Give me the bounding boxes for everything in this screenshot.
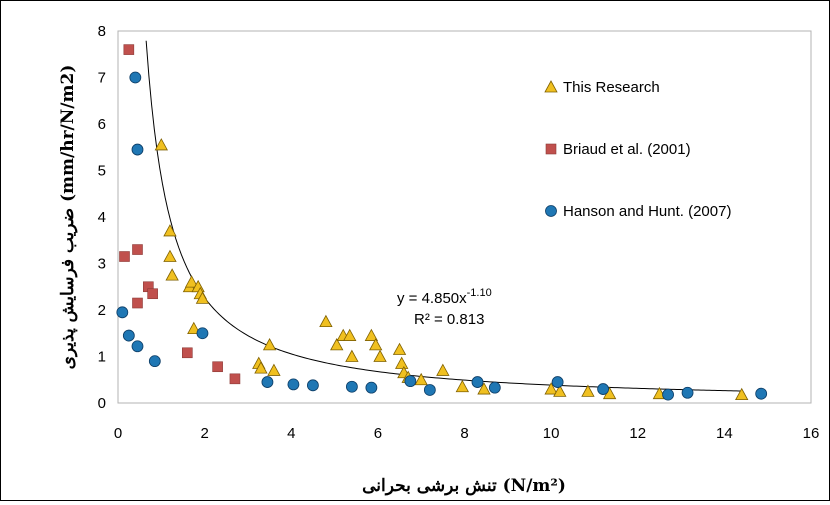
plot-area xyxy=(117,30,812,404)
data-point-triangle xyxy=(553,384,567,397)
data-point-circle xyxy=(122,329,135,342)
y-tick-label: 4 xyxy=(98,209,106,226)
y-tick-label: 0 xyxy=(98,395,106,412)
legend-label: Hanson and Hunt. (2007) xyxy=(563,203,731,220)
data-point-circle xyxy=(471,376,484,388)
legend-marker-square xyxy=(545,143,557,155)
data-point-triangle xyxy=(319,314,333,328)
data-point-circle xyxy=(365,381,378,394)
x-tick-label: 14 xyxy=(716,425,733,442)
data-point-triangle xyxy=(163,224,177,237)
legend-label: Briaud et al. (2001) xyxy=(563,141,691,158)
y-tick-label: 8 xyxy=(98,23,106,40)
data-point-circle xyxy=(116,306,129,319)
data-point-circle xyxy=(488,381,501,394)
data-point-triangle xyxy=(165,268,179,281)
data-point-triangle xyxy=(187,321,201,335)
data-point-circle xyxy=(129,71,142,84)
data-point-circle xyxy=(261,376,274,388)
x-tick-label: 2 xyxy=(200,425,208,442)
trendline-equation: y = 4.850x-1.10 xyxy=(397,287,492,307)
data-point-circle xyxy=(196,327,209,340)
data-point-square xyxy=(212,361,223,373)
data-point-circle xyxy=(131,340,144,353)
data-point-triangle xyxy=(477,382,491,395)
data-point-triangle xyxy=(154,138,168,151)
data-point-circle xyxy=(681,386,694,399)
data-points xyxy=(116,44,768,401)
x-tick-label: 12 xyxy=(629,425,646,442)
x-tick-label: 16 xyxy=(803,425,820,442)
trendline xyxy=(145,40,742,392)
data-point-triangle xyxy=(373,349,387,362)
equation-base: y = 4.850x xyxy=(397,290,467,307)
data-point-square xyxy=(182,347,193,359)
data-point-triangle xyxy=(369,338,383,351)
equation-exponent: -1.10 xyxy=(467,287,492,299)
data-point-circle xyxy=(345,380,358,393)
data-point-triangle xyxy=(414,372,428,386)
data-point-triangle xyxy=(330,338,344,351)
legend-label: This Research xyxy=(563,79,660,96)
data-point-triangle xyxy=(581,384,595,397)
data-point-triangle xyxy=(195,291,210,304)
y-tick-label: 7 xyxy=(98,70,106,87)
data-point-circle xyxy=(662,388,674,401)
data-point-circle xyxy=(597,383,609,395)
data-point-triangle xyxy=(345,349,359,362)
legend-marker-circle xyxy=(545,205,557,217)
data-point-triangle xyxy=(267,363,281,376)
x-tick-label: 4 xyxy=(287,425,295,442)
data-point-triangle xyxy=(395,356,409,369)
data-point-triangle xyxy=(343,328,357,341)
data-point-square xyxy=(147,288,158,300)
data-point-circle xyxy=(423,384,436,396)
x-tick-label: 0 xyxy=(114,425,122,442)
x-tick-label: 10 xyxy=(543,425,560,442)
y-axis-title: ضریب فرسایش پذیری (mm/hr/N/m2) xyxy=(58,65,78,370)
y-tick-label: 6 xyxy=(98,116,106,133)
legend-marker-triangle xyxy=(544,80,558,93)
y-tick-label: 2 xyxy=(98,302,106,319)
data-point-square xyxy=(132,244,143,255)
data-point-square xyxy=(123,44,135,55)
y-tick-label: 5 xyxy=(98,163,106,180)
x-axis-title: (N/m²) تنش برشی بحرانی xyxy=(362,476,566,496)
data-point-triangle xyxy=(436,363,450,376)
trendline-r2: R² = 0.813 xyxy=(414,311,484,328)
data-point-triangle xyxy=(392,342,407,355)
x-tick-label: 8 xyxy=(460,425,468,442)
data-point-triangle xyxy=(184,275,199,288)
y-tick-label: 1 xyxy=(98,349,106,366)
data-point-circle xyxy=(307,379,319,392)
data-point-triangle xyxy=(455,379,470,393)
y-tick-label: 3 xyxy=(98,256,106,273)
data-point-triangle xyxy=(735,387,749,401)
data-point-triangle xyxy=(163,249,177,262)
data-point-triangle xyxy=(262,338,277,351)
data-point-triangle xyxy=(364,328,379,341)
x-tick-label: 6 xyxy=(374,425,382,442)
data-point-circle xyxy=(551,376,564,388)
data-point-circle xyxy=(148,355,161,368)
data-point-square xyxy=(132,297,143,309)
data-point-square xyxy=(119,251,130,262)
data-point-triangle xyxy=(254,361,268,374)
data-point-triangle xyxy=(544,382,558,395)
data-point-circle xyxy=(131,143,144,156)
data-point-circle xyxy=(287,378,300,391)
data-point-square xyxy=(229,373,241,385)
legend: This Research Briaud et al. (2001) Hanson … xyxy=(544,79,731,220)
data-point-circle xyxy=(755,387,768,400)
data-point-circle xyxy=(404,375,417,388)
